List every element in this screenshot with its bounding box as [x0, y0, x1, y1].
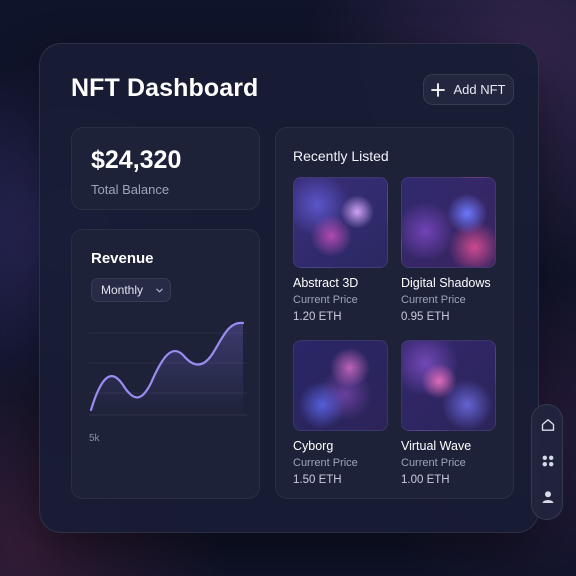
nft-price-label: Current Price: [401, 457, 466, 469]
nft-price-label: Current Price: [293, 294, 358, 306]
nav-home-button[interactable]: [538, 415, 558, 435]
page-title: NFT Dashboard: [71, 74, 259, 102]
home-icon: [541, 419, 555, 431]
chevron-down-icon: [156, 288, 163, 292]
nft-price: 0.95 ETH: [401, 311, 450, 323]
nav-profile-button[interactable]: [538, 487, 558, 507]
nft-image[interactable]: [401, 340, 496, 431]
revenue-line: [89, 321, 245, 412]
side-nav: [531, 404, 563, 520]
revenue-card: Revenue Monthly 5k: [71, 229, 260, 499]
nft-item[interactable]: Digital Shadows Current Price 0.95 ETH: [401, 177, 496, 323]
nft-image[interactable]: [401, 177, 496, 268]
nft-item[interactable]: Virtual Wave Current Price 1.00 ETH: [401, 340, 496, 486]
revenue-chart: [89, 321, 247, 416]
add-nft-button[interactable]: Add NFT: [423, 74, 514, 105]
nft-price-label: Current Price: [293, 457, 358, 469]
nft-price-label: Current Price: [401, 294, 466, 306]
nft-price: 1.00 ETH: [401, 474, 450, 486]
revenue-area: [91, 322, 243, 415]
chart-axis-label: 5k: [89, 433, 100, 444]
grid-icon: [542, 455, 554, 467]
nav-grid-button[interactable]: [538, 451, 558, 471]
plus-icon: [431, 82, 446, 97]
nft-item[interactable]: Cyborg Current Price 1.50 ETH: [293, 340, 388, 486]
revenue-title: Revenue: [91, 250, 154, 267]
nft-name: Digital Shadows: [401, 276, 491, 290]
recently-listed-card: Recently Listed Abstract 3D Current Pric…: [275, 127, 514, 499]
recently-listed-title: Recently Listed: [293, 148, 389, 164]
nft-name: Abstract 3D: [293, 276, 359, 290]
total-balance-label: Total Balance: [91, 182, 170, 197]
nft-name: Virtual Wave: [401, 439, 472, 453]
nft-image[interactable]: [293, 340, 388, 431]
nft-price: 1.50 ETH: [293, 474, 342, 486]
nft-name: Cyborg: [293, 439, 334, 453]
user-icon: [542, 491, 554, 503]
period-select[interactable]: Monthly: [91, 278, 171, 302]
add-nft-label: Add NFT: [453, 82, 506, 97]
balance-card: $24,320 Total Balance: [71, 127, 260, 210]
nft-price: 1.20 ETH: [293, 311, 342, 323]
total-balance-amount: $24,320: [91, 146, 182, 174]
nft-image[interactable]: [293, 177, 388, 268]
period-select-value: Monthly: [101, 283, 144, 297]
nft-item[interactable]: Abstract 3D Current Price 1.20 ETH: [293, 177, 388, 323]
